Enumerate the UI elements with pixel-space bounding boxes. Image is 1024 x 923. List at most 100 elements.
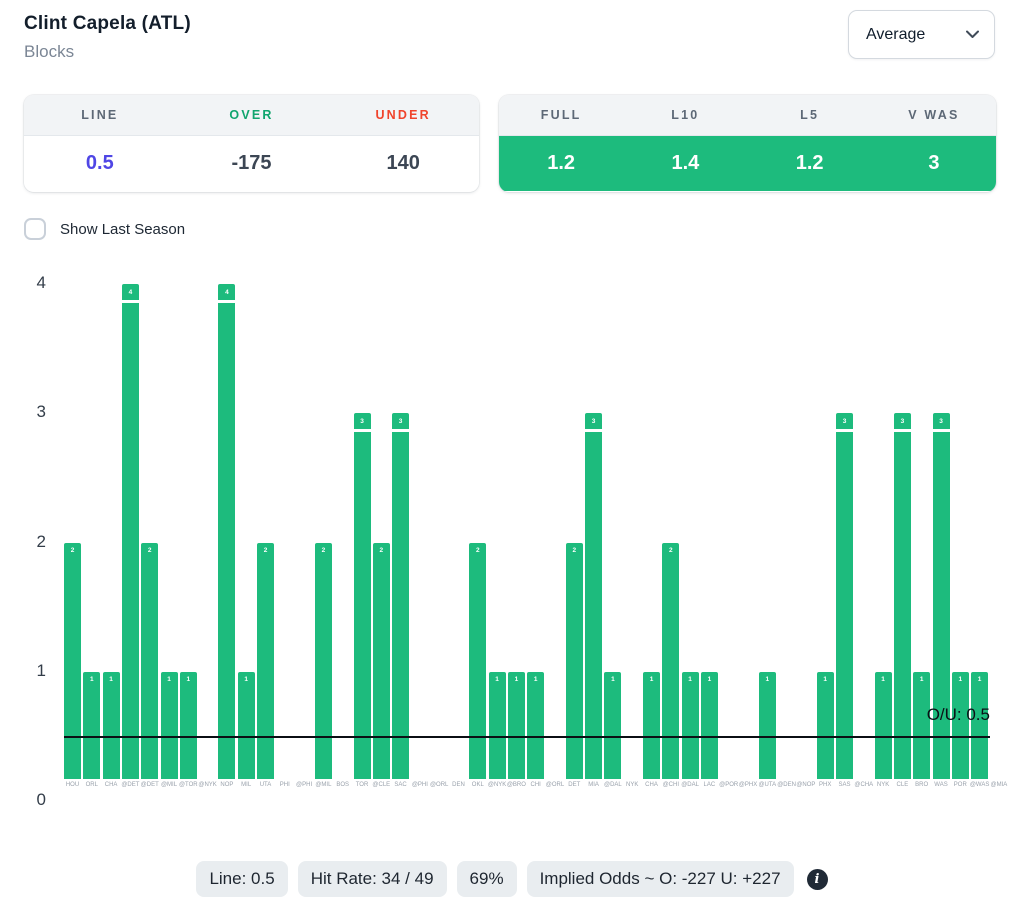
column-value-over: -175	[231, 152, 272, 174]
splits-card-header-row: FULL L10 L5 V WAS	[499, 95, 996, 136]
x-axis-label: POR	[953, 782, 967, 788]
column-value-line: 0.5	[85, 152, 114, 174]
info-icon[interactable]: i	[806, 868, 828, 890]
bar-HOU[interactable]: 2	[64, 542, 81, 779]
chevron-down-icon	[966, 30, 979, 39]
bar-PHX[interactable]: 1	[816, 671, 834, 779]
bar-@MIL[interactable]: 1	[160, 671, 178, 779]
x-axis-label: @NOP	[796, 782, 816, 788]
bar-CHI[interactable]: 1	[527, 671, 545, 779]
bar-MIA[interactable]: 3	[585, 413, 603, 779]
bar-value-label: 1	[649, 675, 654, 683]
column-value-full: 1.2	[547, 152, 576, 174]
x-axis-label: @MIL	[160, 782, 178, 788]
line-card-value-row: 0.5 -175 140	[24, 136, 479, 191]
y-axis-tick-label: 1	[36, 660, 46, 680]
stat-name: Blocks	[24, 42, 75, 61]
bar-value-label: 1	[533, 675, 538, 683]
bar-value-label: 1	[707, 675, 712, 683]
x-axis-label: @POR	[719, 782, 739, 788]
bar-value-label: 1	[495, 675, 499, 683]
show-last-season-checkbox[interactable]	[24, 218, 46, 240]
x-axis-label: MIA	[588, 782, 599, 788]
bar-@WAS[interactable]: 1	[971, 671, 989, 779]
bar-POR[interactable]: 1	[951, 671, 969, 779]
bar-@TOR[interactable]: 1	[179, 671, 197, 779]
bar-NYK[interactable]: 1	[874, 671, 892, 779]
x-axis-label: @PHI	[296, 782, 313, 788]
bar-@DET[interactable]: 4	[121, 284, 139, 779]
bar-ORL[interactable]: 1	[83, 671, 101, 779]
column-header-v-was: V WAS	[908, 108, 960, 122]
bar-NOP[interactable]: 4	[218, 284, 236, 779]
y-axis-tick-label: 0	[36, 790, 46, 809]
y-axis-tick-label: 3	[36, 402, 46, 422]
x-axis-label: @ORL	[545, 782, 565, 788]
bar-value-label: 2	[70, 546, 75, 554]
x-axis-label: @DET	[140, 782, 159, 788]
bar-MIL[interactable]: 1	[237, 671, 255, 779]
bar-BRO[interactable]: 1	[913, 671, 931, 779]
bar-value-label: 1	[244, 675, 248, 683]
show-last-season-toggle[interactable]: Show Last Season	[24, 218, 185, 240]
bar-@UTA[interactable]: 1	[758, 671, 776, 779]
blocks-bar-chart: O/U: 0.5 0 1 2 3 4 2 HOU 1 ORL 1 CHA 4 @DET 2 @DET 1 @MI…	[36, 273, 1008, 809]
line-over-under-card: LINE OVER UNDER 0.5 -175 140	[24, 95, 479, 192]
bar-@MIL[interactable]: 2	[314, 542, 332, 779]
column-header-line: LINE	[81, 108, 119, 122]
x-axis-label: @DEN	[777, 782, 796, 788]
bar-@BRO[interactable]: 1	[507, 671, 525, 779]
bar-value-label: 1	[765, 675, 770, 683]
badge-hit-percentage: 69%	[456, 861, 517, 897]
column-header-over: OVER	[229, 108, 274, 122]
bar-value-label: 1	[89, 675, 94, 683]
bar-value-label: 3	[836, 413, 853, 433]
bar-value-label: 1	[823, 675, 827, 683]
x-axis-label: ORL	[85, 782, 98, 788]
bar-value-label: 1	[958, 675, 963, 683]
bar-UTA[interactable]: 2	[257, 542, 274, 779]
bar-@CHI[interactable]: 2	[662, 542, 680, 779]
bar-OKL[interactable]: 2	[469, 542, 487, 779]
bar-value-label: 1	[514, 675, 519, 683]
x-axis-label: @NYK	[198, 782, 217, 788]
bar-@DAL[interactable]: 1	[681, 671, 699, 779]
bar-CLE[interactable]: 3	[893, 413, 911, 779]
bar-WAS[interactable]: 3	[932, 413, 950, 779]
bar-value-label: 1	[977, 675, 982, 683]
column-value-l10: 1.4	[671, 152, 700, 174]
bar-@NYK[interactable]: 1	[488, 671, 506, 779]
x-axis-label: @NYK	[487, 782, 507, 788]
y-axis-tick-label: 4	[36, 273, 46, 292]
bar-CHA[interactable]: 1	[643, 671, 660, 779]
bar-value-label: 1	[919, 675, 924, 683]
bar-LAC[interactable]: 1	[700, 671, 718, 779]
bar-@DAL[interactable]: 1	[604, 671, 622, 779]
x-axis-label: @UTA	[758, 782, 777, 788]
column-header-full: FULL	[540, 108, 582, 122]
bar-value-label: 3	[932, 413, 950, 433]
x-axis-label: BRO	[915, 782, 929, 788]
bar-SAC[interactable]: 3	[392, 413, 410, 779]
bar-@DET[interactable]: 2	[141, 542, 159, 779]
bar-DET[interactable]: 2	[565, 542, 583, 779]
x-axis-label: @PHX	[738, 782, 758, 788]
bar-@CLE[interactable]: 2	[372, 542, 390, 779]
badge-line: Line: 0.5	[196, 861, 288, 897]
x-axis-label: @TOR	[178, 782, 198, 788]
bar-value-label: 1	[881, 675, 885, 683]
show-last-season-label[interactable]: Show Last Season	[60, 220, 186, 238]
x-axis-label: CHA	[645, 782, 658, 788]
x-axis-label: CLE	[896, 782, 909, 788]
x-axis-label: UTA	[259, 782, 272, 788]
bar-value-label: 3	[353, 413, 371, 433]
bar-SAS[interactable]: 3	[836, 413, 853, 779]
x-axis-label: @BRO	[506, 782, 526, 788]
bar-TOR[interactable]: 3	[353, 413, 371, 779]
x-axis-label: @WAS	[969, 782, 990, 788]
x-axis-label: NYK	[626, 782, 639, 788]
average-dropdown[interactable]: Average	[848, 10, 995, 59]
bar-CHA[interactable]: 1	[102, 671, 120, 779]
column-header-l10: L10	[671, 108, 700, 122]
splits-card-value-row: 1.2 1.4 1.2 3	[499, 136, 996, 191]
